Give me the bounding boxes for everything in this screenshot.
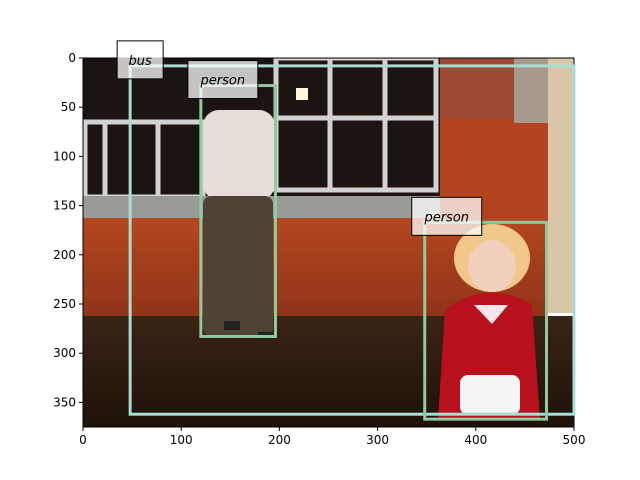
y-tick-label: 300 [53, 346, 76, 360]
x-tick-label: 0 [79, 433, 87, 447]
bounding-box [128, 64, 576, 416]
photo-man [203, 110, 275, 340]
detection-boxes: bus person person [116, 40, 576, 421]
detection-person: person [411, 196, 549, 421]
y-tick-label: 150 [53, 199, 76, 213]
y-tick-label: 250 [53, 297, 76, 311]
x-tick-label: 200 [268, 433, 291, 447]
x-axis-ticks: 0 100 200 300 400 500 [79, 427, 585, 447]
detection-bus: bus [116, 40, 576, 416]
box-label-text: person [423, 210, 469, 225]
x-tick-label: 300 [366, 433, 389, 447]
box-label-background [411, 196, 483, 236]
x-tick-label: 500 [563, 433, 586, 447]
x-tick-label: 100 [170, 433, 193, 447]
box-label: person [411, 196, 483, 236]
box-label: bus [116, 40, 164, 80]
box-label: person [187, 60, 259, 100]
box-label-background [116, 40, 164, 80]
y-axis-ticks: 0 50 100 150 200 250 300 350 [53, 51, 83, 409]
y-tick-label: 50 [61, 100, 76, 114]
detection-person: person [187, 60, 277, 338]
box-label-text: bus [129, 54, 152, 69]
photo-girl [438, 224, 540, 420]
x-tick-label: 400 [464, 433, 487, 447]
y-tick-label: 100 [53, 149, 76, 163]
bounding-box [423, 220, 549, 421]
y-tick-label: 350 [53, 395, 76, 409]
box-label-text: person [200, 74, 246, 89]
photo [83, 58, 574, 427]
box-label-background [187, 60, 259, 100]
y-tick-label: 0 [68, 51, 76, 65]
y-tick-label: 200 [53, 248, 76, 262]
